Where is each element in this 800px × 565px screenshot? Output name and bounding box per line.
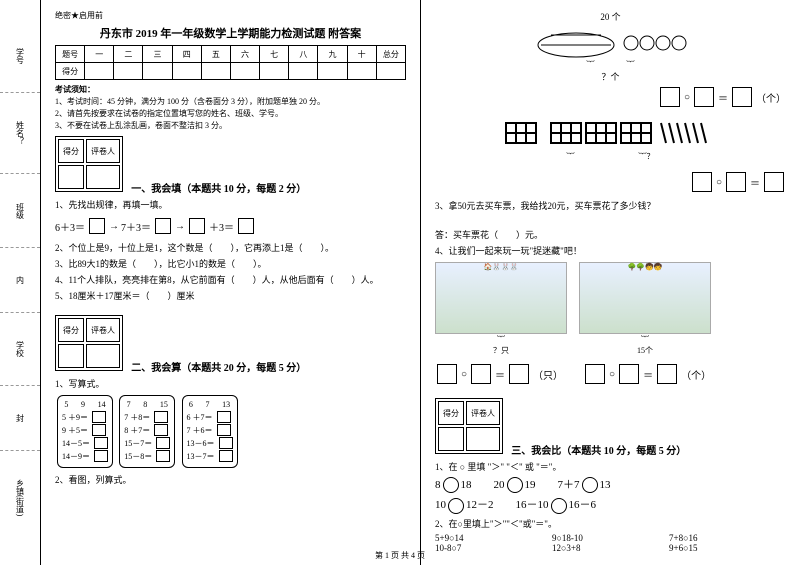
q1-eq: 6＋3＝→7＋3＝→＋3＝ — [55, 218, 256, 234]
barrels: 59145 ＋9＝9 ＋5＝14－5＝14－9＝ 78157 ＋8＝8 ＋7＝1… — [55, 393, 406, 470]
q1-3: 3、比89大1的数是（ ），比它小1的数是（ ）。 — [55, 257, 406, 270]
pic2-eq: ○＝（个） — [583, 364, 711, 384]
q1-1: 1、先找出规律，再填一填。 — [55, 198, 406, 211]
section-2-title: 二、我会算（本题共 20 分，每题 5 分） — [131, 363, 306, 374]
spine-label: 内 — [15, 276, 26, 284]
q3-2: 2、在○里填上"＞""＜"或"＝"。 — [435, 517, 786, 530]
page-footer: 第 1 页 共 4 页 — [0, 550, 800, 561]
spine-label: 班级 — [15, 203, 26, 219]
spine-label: 姓名？ — [15, 121, 26, 145]
section-1-title: 一、我会填（本题共 10 分，每题 2 分） — [131, 184, 306, 195]
score-table: 题号一二三四五六七八九十总分 得分 — [55, 45, 406, 80]
q2-2: 2、看图，列算式。 — [55, 473, 406, 486]
q3-1-row1: 818 2019 7＋713 — [435, 476, 786, 493]
q1-2: 2、个位上是9，十位上是1，这个数是（ ），它再添上1是（ ）。 — [55, 241, 406, 254]
scorebox: 得分评卷人 — [435, 398, 503, 454]
basket-eq: ○＝（个） — [658, 87, 786, 107]
spine-label: 学校 — [15, 341, 26, 357]
scorebox: 得分评卷人 — [55, 315, 123, 371]
q-right-4: 4、让我们一起来玩一玩"捉迷藏"吧！ — [435, 244, 786, 257]
q3-1-row2: 1012－2 16－1016－6 — [435, 496, 786, 513]
picture-house: 🏠🐰🐰🐰 — [435, 262, 567, 334]
exam-title: 丹东市 2019 年一年级数学上学期能力检测试题 附答案 — [55, 25, 406, 41]
sticks-figure: ︸ ︸？ — [435, 117, 786, 162]
secret-label: 绝密★启用前 — [55, 10, 406, 21]
rules: 考试须知： 1、考试时间：45 分钟，满分为 100 分（含卷面分 3 分），附… — [55, 84, 406, 132]
a-right-3: 答：买车票花（ ）元。 — [435, 228, 786, 241]
q-right-3: 3、拿50元去买车票，我给找20元，买车票花了多少钱？ — [435, 199, 786, 212]
sticks-eq: ○＝ — [690, 172, 786, 192]
q3-1: 1、在 ○ 里填 "＞" "＜" 或 "＝"。 — [435, 460, 786, 473]
q2-1: 1、写算式。 — [55, 377, 406, 390]
q1-4: 4、11个人排队，亮亮排在第8，从它前面有（ ）人，从他后面有（ ）人。 — [55, 273, 406, 286]
picture-trees: 🌳🌳🧒🧒 — [579, 262, 711, 334]
q1-5: 5、18厘米＋17厘米＝（ ）厘米 — [55, 289, 406, 302]
spine-label: 乡镇(街道) — [15, 479, 26, 516]
spine-label: 封 — [15, 414, 26, 422]
section-3-title: 三、我会比（本题共 10 分，每题 5 分） — [511, 446, 686, 457]
basket-figure: 20 个 ︸ ︸ ？个 — [435, 10, 786, 83]
scorebox: 得分评卷人 — [55, 136, 123, 192]
spine-label: 学号 — [15, 48, 26, 64]
pic1-eq: ○＝（只） — [435, 364, 563, 384]
pictures: 🏠🐰🐰🐰︸？只 🌳🌳🧒🧒︸15个 — [435, 261, 786, 356]
